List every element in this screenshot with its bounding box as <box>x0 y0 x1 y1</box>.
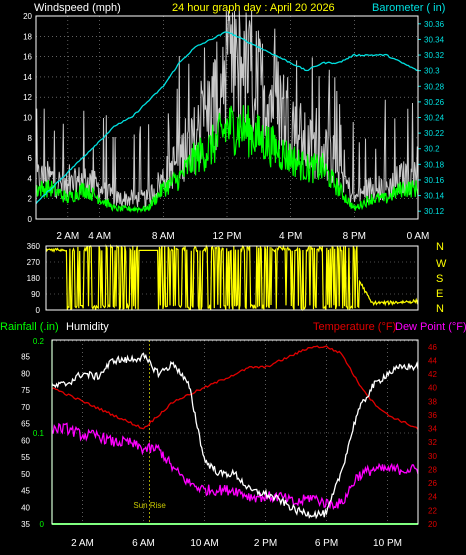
humidity-tick-label: 60 <box>21 436 30 445</box>
barometer-tick-label: 30.16 <box>424 176 445 185</box>
temperature-tick-label: 40 <box>428 384 437 393</box>
windspeed-tick-label: 10 <box>23 114 32 123</box>
humidity-tick-label: 75 <box>21 386 30 395</box>
barometer-tick-label: 30.32 <box>424 51 445 60</box>
wind-barometer-panel: 0 2 4 6 8 10 12 14 16 18 20 30.12 30.14 30.16 30.18 30.… <box>23 10 445 242</box>
direction-line <box>45 243 419 312</box>
direction-tick-label: 90 <box>31 290 40 299</box>
humidity-tick-label: 45 <box>21 487 30 496</box>
plot-frame <box>45 245 419 311</box>
temperature-tick-label: 34 <box>428 425 437 434</box>
barometer-tick-label: 30.14 <box>424 192 445 201</box>
temperature-legend: Temperature (°F) <box>313 321 396 333</box>
temperature-tick-label: 42 <box>428 370 437 379</box>
x-tick-label: 4 AM <box>88 231 111 242</box>
windspeed-tick-label: 4 <box>28 174 33 183</box>
x-tick-label: 2 AM <box>71 538 94 549</box>
barometer-line <box>35 31 419 205</box>
temperature-humidity-panel: 35 40 45 50 55 60 65 70 75 80 85 0 0.1 0.2 20 22 24 26 28 3… <box>21 337 437 549</box>
rainfall-tick-label: 0 <box>40 520 45 529</box>
direction-tick-label: 180 <box>27 274 41 283</box>
x-tick-label: 0 AM <box>407 231 430 242</box>
barometer-tick-label: 30.34 <box>424 35 445 44</box>
rainfall-tick-label: 0.2 <box>33 337 45 346</box>
humidity-tick-label: 85 <box>21 353 30 362</box>
windspeed-tick-label: 6 <box>28 154 33 163</box>
x-tick-label: 8 AM <box>152 231 175 242</box>
temperature-tick-label: 30 <box>428 452 437 461</box>
humidity-tick-label: 55 <box>21 453 30 462</box>
windspeed-tick-label: 18 <box>23 32 32 41</box>
temperature-tick-label: 46 <box>428 343 437 352</box>
windspeed-tick-label: 8 <box>28 134 33 143</box>
humidity-legend: Humidity <box>66 321 109 333</box>
windspeed-tick-label: 2 <box>28 195 33 204</box>
windspeed-line <box>35 105 419 214</box>
barometer-tick-label: 30.24 <box>424 114 445 123</box>
direction-tick-label: 0 <box>36 306 41 315</box>
temperature-tick-label: 32 <box>428 438 437 447</box>
rainfall-tick-label: 0.1 <box>33 429 45 438</box>
barometer-tick-label: 30.28 <box>424 82 445 91</box>
temperature-line <box>51 345 419 430</box>
temperature-tick-label: 36 <box>428 411 437 420</box>
barometer-tick-label: 30.2 <box>424 145 440 154</box>
temperature-tick-label: 22 <box>428 506 437 515</box>
barometer-tick-label: 30.12 <box>424 207 445 216</box>
barometer-tick-label: 30.26 <box>424 98 445 107</box>
compass-label: E <box>436 288 443 300</box>
barometer-tick-label: 30.18 <box>424 160 445 169</box>
humidity-tick-label: 50 <box>21 470 30 479</box>
windspeed-tick-label: 20 <box>23 12 32 21</box>
wind-gust-line <box>35 10 419 208</box>
temperature-tick-label: 26 <box>428 479 437 488</box>
x-tick-label: 4 PM <box>279 231 302 242</box>
sunrise-annotation: Sun Rise <box>133 501 166 510</box>
humidity-tick-label: 35 <box>21 520 30 529</box>
barometer-tick-label: 30.22 <box>424 129 445 138</box>
direction-tick-label: 360 <box>27 242 41 251</box>
compass-label: N <box>436 303 444 315</box>
windspeed-tick-label: 14 <box>23 73 32 82</box>
humidity-line <box>51 352 419 520</box>
windspeed-tick-label: 12 <box>23 93 32 102</box>
compass-label: S <box>436 273 443 285</box>
windspeed-tick-label: 16 <box>23 53 32 62</box>
windspeed-axis-label: Windspeed (mph) <box>34 2 121 14</box>
x-tick-label: 8 PM <box>343 231 366 242</box>
x-tick-label: 2 AM <box>56 231 79 242</box>
graph-title: 24 hour graph day : April 20 2026 <box>172 2 335 14</box>
humidity-tick-label: 65 <box>21 420 30 429</box>
barometer-tick-label: 30.36 <box>424 20 445 29</box>
temperature-tick-label: 44 <box>428 356 437 365</box>
barometer-axis-label: Barometer ( in) <box>372 2 445 14</box>
dewpoint-legend: Dew Point (°F) <box>395 321 466 333</box>
plot-frame <box>51 339 419 525</box>
compass-label: N <box>436 241 444 253</box>
x-tick-label: 12 PM <box>213 231 242 242</box>
x-tick-label: 10 PM <box>373 538 402 549</box>
x-tick-label: 6 PM <box>315 538 338 549</box>
temperature-tick-label: 38 <box>428 397 437 406</box>
humidity-tick-label: 80 <box>21 369 30 378</box>
temperature-tick-label: 20 <box>428 520 437 529</box>
windspeed-tick-label: 0 <box>28 215 33 224</box>
compass-label: W <box>436 258 447 270</box>
x-tick-label: 6 AM <box>132 538 155 549</box>
x-tick-label: 2 PM <box>254 538 277 549</box>
direction-tick-label: 270 <box>27 258 41 267</box>
temperature-tick-label: 28 <box>428 465 437 474</box>
temperature-tick-label: 24 <box>428 493 437 502</box>
humidity-tick-label: 40 <box>21 503 30 512</box>
dewpoint-line <box>51 422 419 511</box>
rainfall-legend: Rainfall (.in) <box>0 321 59 333</box>
x-tick-label: 10 AM <box>190 538 218 549</box>
barometer-tick-label: 30.3 <box>424 67 440 76</box>
humidity-tick-label: 70 <box>21 403 30 412</box>
plot-frame <box>35 15 419 220</box>
